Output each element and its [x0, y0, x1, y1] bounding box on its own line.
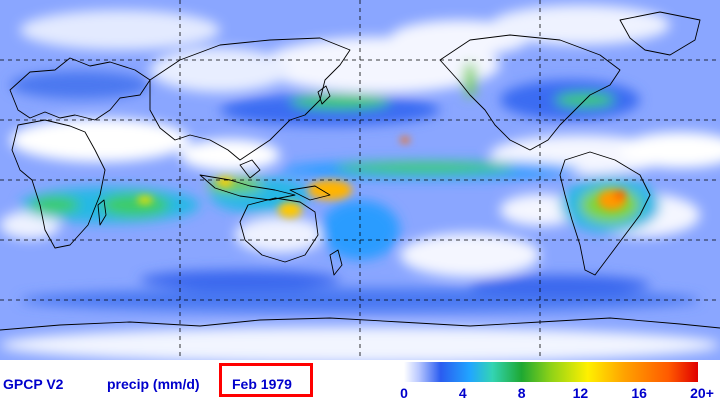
colorbar-tick-label: 20+ — [690, 385, 714, 401]
coastline-greenland — [619, 11, 701, 56]
coastline-new-zealand — [329, 249, 343, 276]
coastline-japan — [317, 85, 331, 105]
coastline-new-guinea — [289, 185, 331, 201]
dataset-label: GPCP V2 — [3, 376, 64, 392]
coastline-north-america — [439, 34, 621, 151]
colorbar — [404, 362, 698, 382]
colorbar-tick-label: 12 — [572, 385, 589, 401]
colorbar-tick-label: 16 — [631, 385, 647, 401]
coastlines — [0, 11, 720, 331]
colorbar-tick-label: 8 — [517, 385, 526, 401]
precip-field — [0, 5, 720, 360]
coastline-australia — [239, 197, 319, 263]
date-box: Feb 1979 — [219, 363, 313, 397]
coastline-antarctica — [0, 317, 720, 331]
colorbar-tick-label: 4 — [458, 385, 467, 401]
coastline-borneo — [239, 159, 261, 179]
coastline-south-america — [559, 151, 651, 276]
variable-label: precip (mm/d) — [107, 376, 200, 392]
coastline-indonesia — [199, 174, 296, 201]
precipitation-map — [0, 0, 720, 360]
coastline-madagascar — [97, 199, 107, 226]
legend-footer: GPCP V2 precip (mm/d) Feb 1979 0 4 8 12 16 20… — [0, 360, 720, 408]
coastline-africa — [11, 119, 106, 249]
colorbar-gradient — [404, 362, 698, 382]
colorbar-tick-label: 0 — [400, 385, 408, 401]
graticule — [0, 0, 720, 360]
precip-maxima — [137, 137, 626, 218]
date-label: Feb 1979 — [232, 376, 292, 392]
